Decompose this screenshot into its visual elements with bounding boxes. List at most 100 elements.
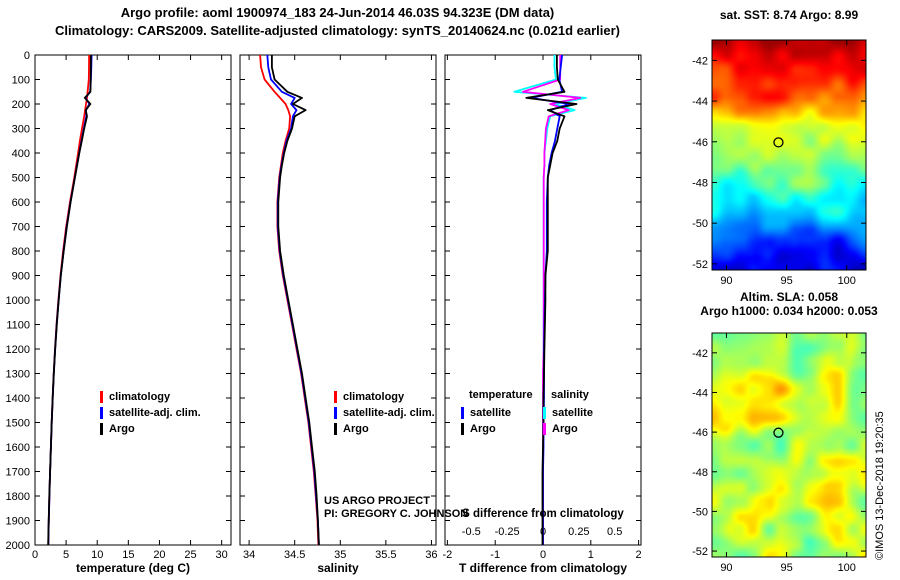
lat-tick-label: -50	[692, 506, 708, 518]
difference-profile-plot: -2 -1 0 1 2-0.5 -0.25 0 0.25 0.5	[442, 54, 642, 561]
lat-tick-label: -42	[692, 348, 708, 360]
lon-tick-label: 90	[720, 275, 732, 287]
difference-legend: temperature satellite Argo salinity satellit…	[461, 389, 593, 437]
sla-map-title-line1: Altim. SLA: 0.058	[739, 290, 839, 304]
legend-item: climatology	[334, 389, 435, 405]
sla-map-title-line2: Argo h1000: 0.034 h2000: 0.053	[700, 304, 878, 318]
depth-tick-label: 1100	[6, 320, 30, 332]
x-tick-label: 34.5	[284, 549, 305, 561]
axes-box	[711, 39, 867, 271]
series-climatology	[259, 54, 320, 546]
series-argo	[47, 54, 92, 546]
depth-tick-label: 100	[12, 75, 30, 87]
series-salinity-satellite	[513, 55, 587, 545]
legend-line-sample	[543, 423, 546, 435]
sla-map-axes: 90 95 100 -42 -44 -46 -48 -50 -52	[692, 332, 867, 574]
legend-item: satellite	[543, 405, 593, 421]
s-tick-label: 0.5	[607, 526, 622, 538]
series-satellite-adj-clim-	[266, 54, 320, 546]
lat-tick-label: -48	[692, 467, 708, 479]
legend-column-temperature: temperature satellite Argo	[461, 389, 543, 437]
depth-tick-label: 0	[24, 50, 30, 62]
us-argo-project-note: US ARGO PROJECT	[324, 495, 430, 507]
depth-tick-label: 700	[12, 222, 30, 234]
series-temperature-satellite	[530, 54, 571, 545]
legend-line-sample	[334, 407, 337, 419]
lat-tick-label: -42	[692, 55, 708, 67]
lat-tick-label: -44	[692, 387, 708, 399]
lat-tick-label: -46	[692, 137, 708, 149]
depth-tick-label: 1400	[6, 393, 30, 405]
legend-label: Argo	[109, 423, 135, 435]
legend-item: satellite-adj. clim.	[334, 405, 435, 421]
x-tick-label: 0	[540, 549, 546, 561]
legend-item: Argo	[461, 421, 543, 437]
depth-tick-label: 1300	[6, 369, 30, 381]
axes-box	[34, 54, 232, 546]
s-tick-label: -0.5	[462, 526, 481, 538]
legend-label: satellite-adj. clim.	[343, 407, 435, 419]
lon-tick-label: 95	[780, 562, 792, 574]
x-tick-label: 30	[216, 549, 228, 561]
legend-line-sample	[100, 423, 103, 435]
sst-map-title: sat. SST: 8.74 Argo: 8.99	[719, 8, 859, 22]
depth-tick-label: 300	[12, 124, 30, 136]
legend-item: satellite	[461, 405, 543, 421]
s-tick-label: -0.25	[495, 526, 520, 538]
legend-label: satellite	[470, 407, 511, 419]
depth-tick-label: 1000	[6, 295, 30, 307]
lat-tick-label: -48	[692, 177, 708, 189]
x-tick-label: 34	[243, 549, 255, 561]
series-temperature-argo	[525, 55, 578, 545]
figure-title-line2: Climatology: CARS2009. Satellite-adjuste…	[55, 23, 620, 38]
axes-box	[711, 332, 867, 558]
legend-item: Argo	[543, 421, 593, 437]
salinity-profile-plot: 34 34.5 35 35.5 36	[239, 54, 438, 561]
x-tick-label: 36	[425, 549, 437, 561]
legend-item: Argo	[100, 421, 201, 437]
lat-tick-label: -44	[692, 96, 708, 108]
temperature-profile-plot: 0 5 10 15 20 25 300100200300400500600700800900…	[6, 50, 232, 561]
sst-map-image	[712, 40, 866, 270]
x-tick-label: 35.5	[375, 549, 396, 561]
legend-item: climatology	[100, 389, 201, 405]
x-tick-label: 15	[122, 549, 134, 561]
depth-tick-label: 1900	[6, 516, 30, 528]
legend-line-sample	[100, 391, 103, 403]
lon-tick-label: 100	[838, 562, 856, 574]
legend-header: salinity	[551, 389, 589, 401]
legend-line-sample	[100, 407, 103, 419]
depth-tick-label: 1200	[6, 344, 30, 356]
figure-title-line1: Argo profile: aoml 1900974_183 24-Jun-20…	[120, 5, 555, 20]
salinity-axis-label: salinity	[317, 561, 359, 575]
x-tick-label: 10	[91, 549, 103, 561]
legend-item: satellite-adj. clim.	[100, 405, 201, 421]
depth-tick-label: 600	[12, 197, 30, 209]
legend-line-sample	[334, 391, 337, 403]
legend-label: climatology	[109, 391, 171, 403]
legend-line-sample	[334, 423, 337, 435]
depth-tick-label: 800	[12, 246, 30, 258]
legend-label: climatology	[343, 391, 405, 403]
lat-tick-label: -50	[692, 218, 708, 230]
legend-line-sample	[461, 407, 464, 419]
legend-label: Argo	[552, 423, 578, 435]
temperature-axis-label: temperature (deg C)	[75, 561, 191, 575]
depth-tick-label: 500	[12, 173, 30, 185]
lat-tick-label: -52	[692, 546, 708, 558]
x-tick-label: 20	[153, 549, 165, 561]
depth-tick-label: 2000	[6, 540, 30, 552]
depth-tick-label: 1800	[6, 491, 30, 503]
legend-line-sample	[461, 423, 464, 435]
legend-label: satellite	[552, 407, 593, 419]
legend-column-salinity: salinity satellite Argo	[543, 389, 593, 437]
depth-tick-label: 200	[12, 99, 30, 111]
axes-box	[239, 54, 437, 546]
legend-label: Argo	[343, 423, 369, 435]
pi-note: PI: GREGORY C. JOHNSON	[324, 508, 469, 520]
t-difference-axis-label: T difference from climatology	[458, 561, 628, 575]
legend-item: Argo	[334, 421, 435, 437]
lat-tick-label: -46	[692, 427, 708, 439]
s-difference-axis-label: S difference from climatology	[462, 508, 624, 520]
